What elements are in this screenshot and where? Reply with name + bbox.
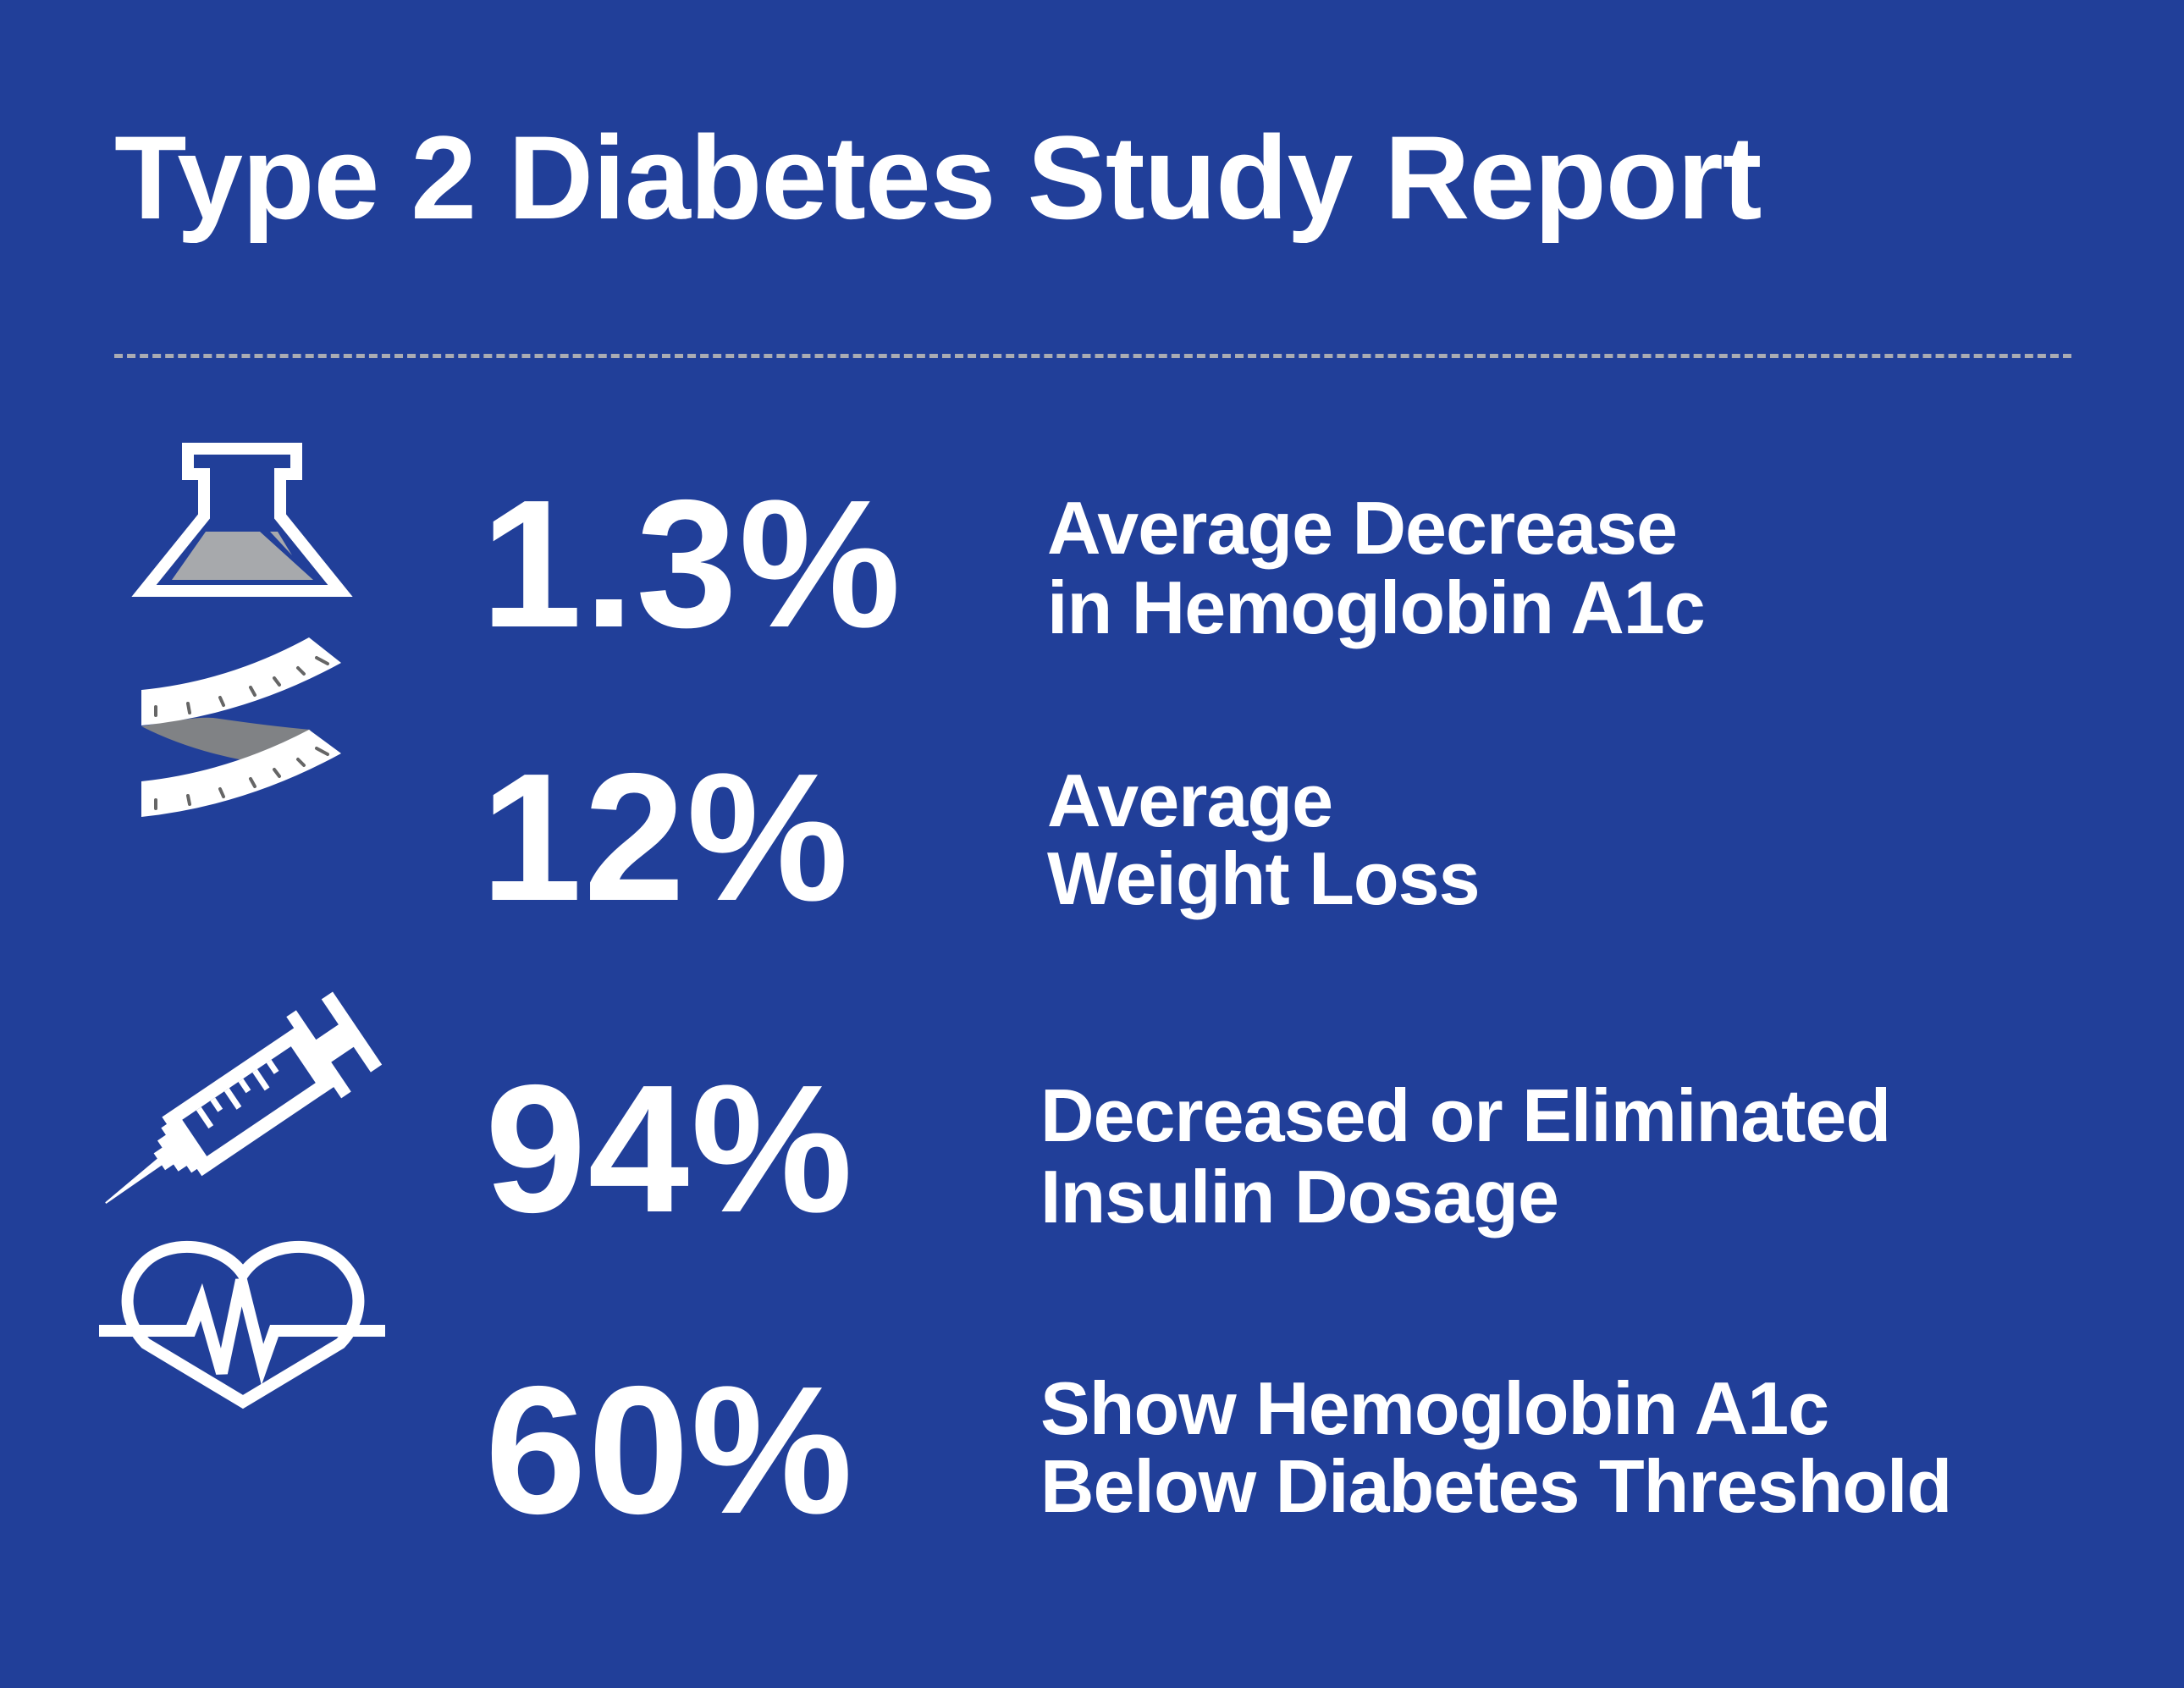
stat-value-weight-loss: 12%	[481, 735, 851, 939]
measuring-tape-icon	[141, 637, 341, 817]
stat-label-line: Average	[1047, 758, 1333, 842]
stat-value-insulin: 94%	[485, 1046, 855, 1250]
stat-label-line: Decreased or Eliminated	[1040, 1073, 1891, 1157]
stat-label-line: Insulin Dosage	[1040, 1155, 1559, 1238]
stat-label-line: Below Diabetes Threshold	[1040, 1444, 1952, 1528]
stat-value-a1c-decrease: 1.3%	[481, 461, 903, 665]
syringe-icon	[105, 991, 383, 1204]
flask-icon	[131, 443, 353, 597]
stat-label-line: Weight Loss	[1047, 836, 1481, 920]
heart-pulse-icon	[99, 1240, 385, 1409]
stat-label-line: in Hemoglobin A1c	[1047, 565, 1706, 649]
stat-label-line: Average Decrease	[1047, 486, 1678, 570]
stat-value-below-threshold: 60%	[485, 1348, 855, 1552]
stat-label-line: Show Hemoglobin A1c	[1040, 1366, 1829, 1450]
page-title: Type 2 Diabetes Study Report	[114, 111, 1762, 244]
dashed-divider	[114, 354, 2071, 358]
